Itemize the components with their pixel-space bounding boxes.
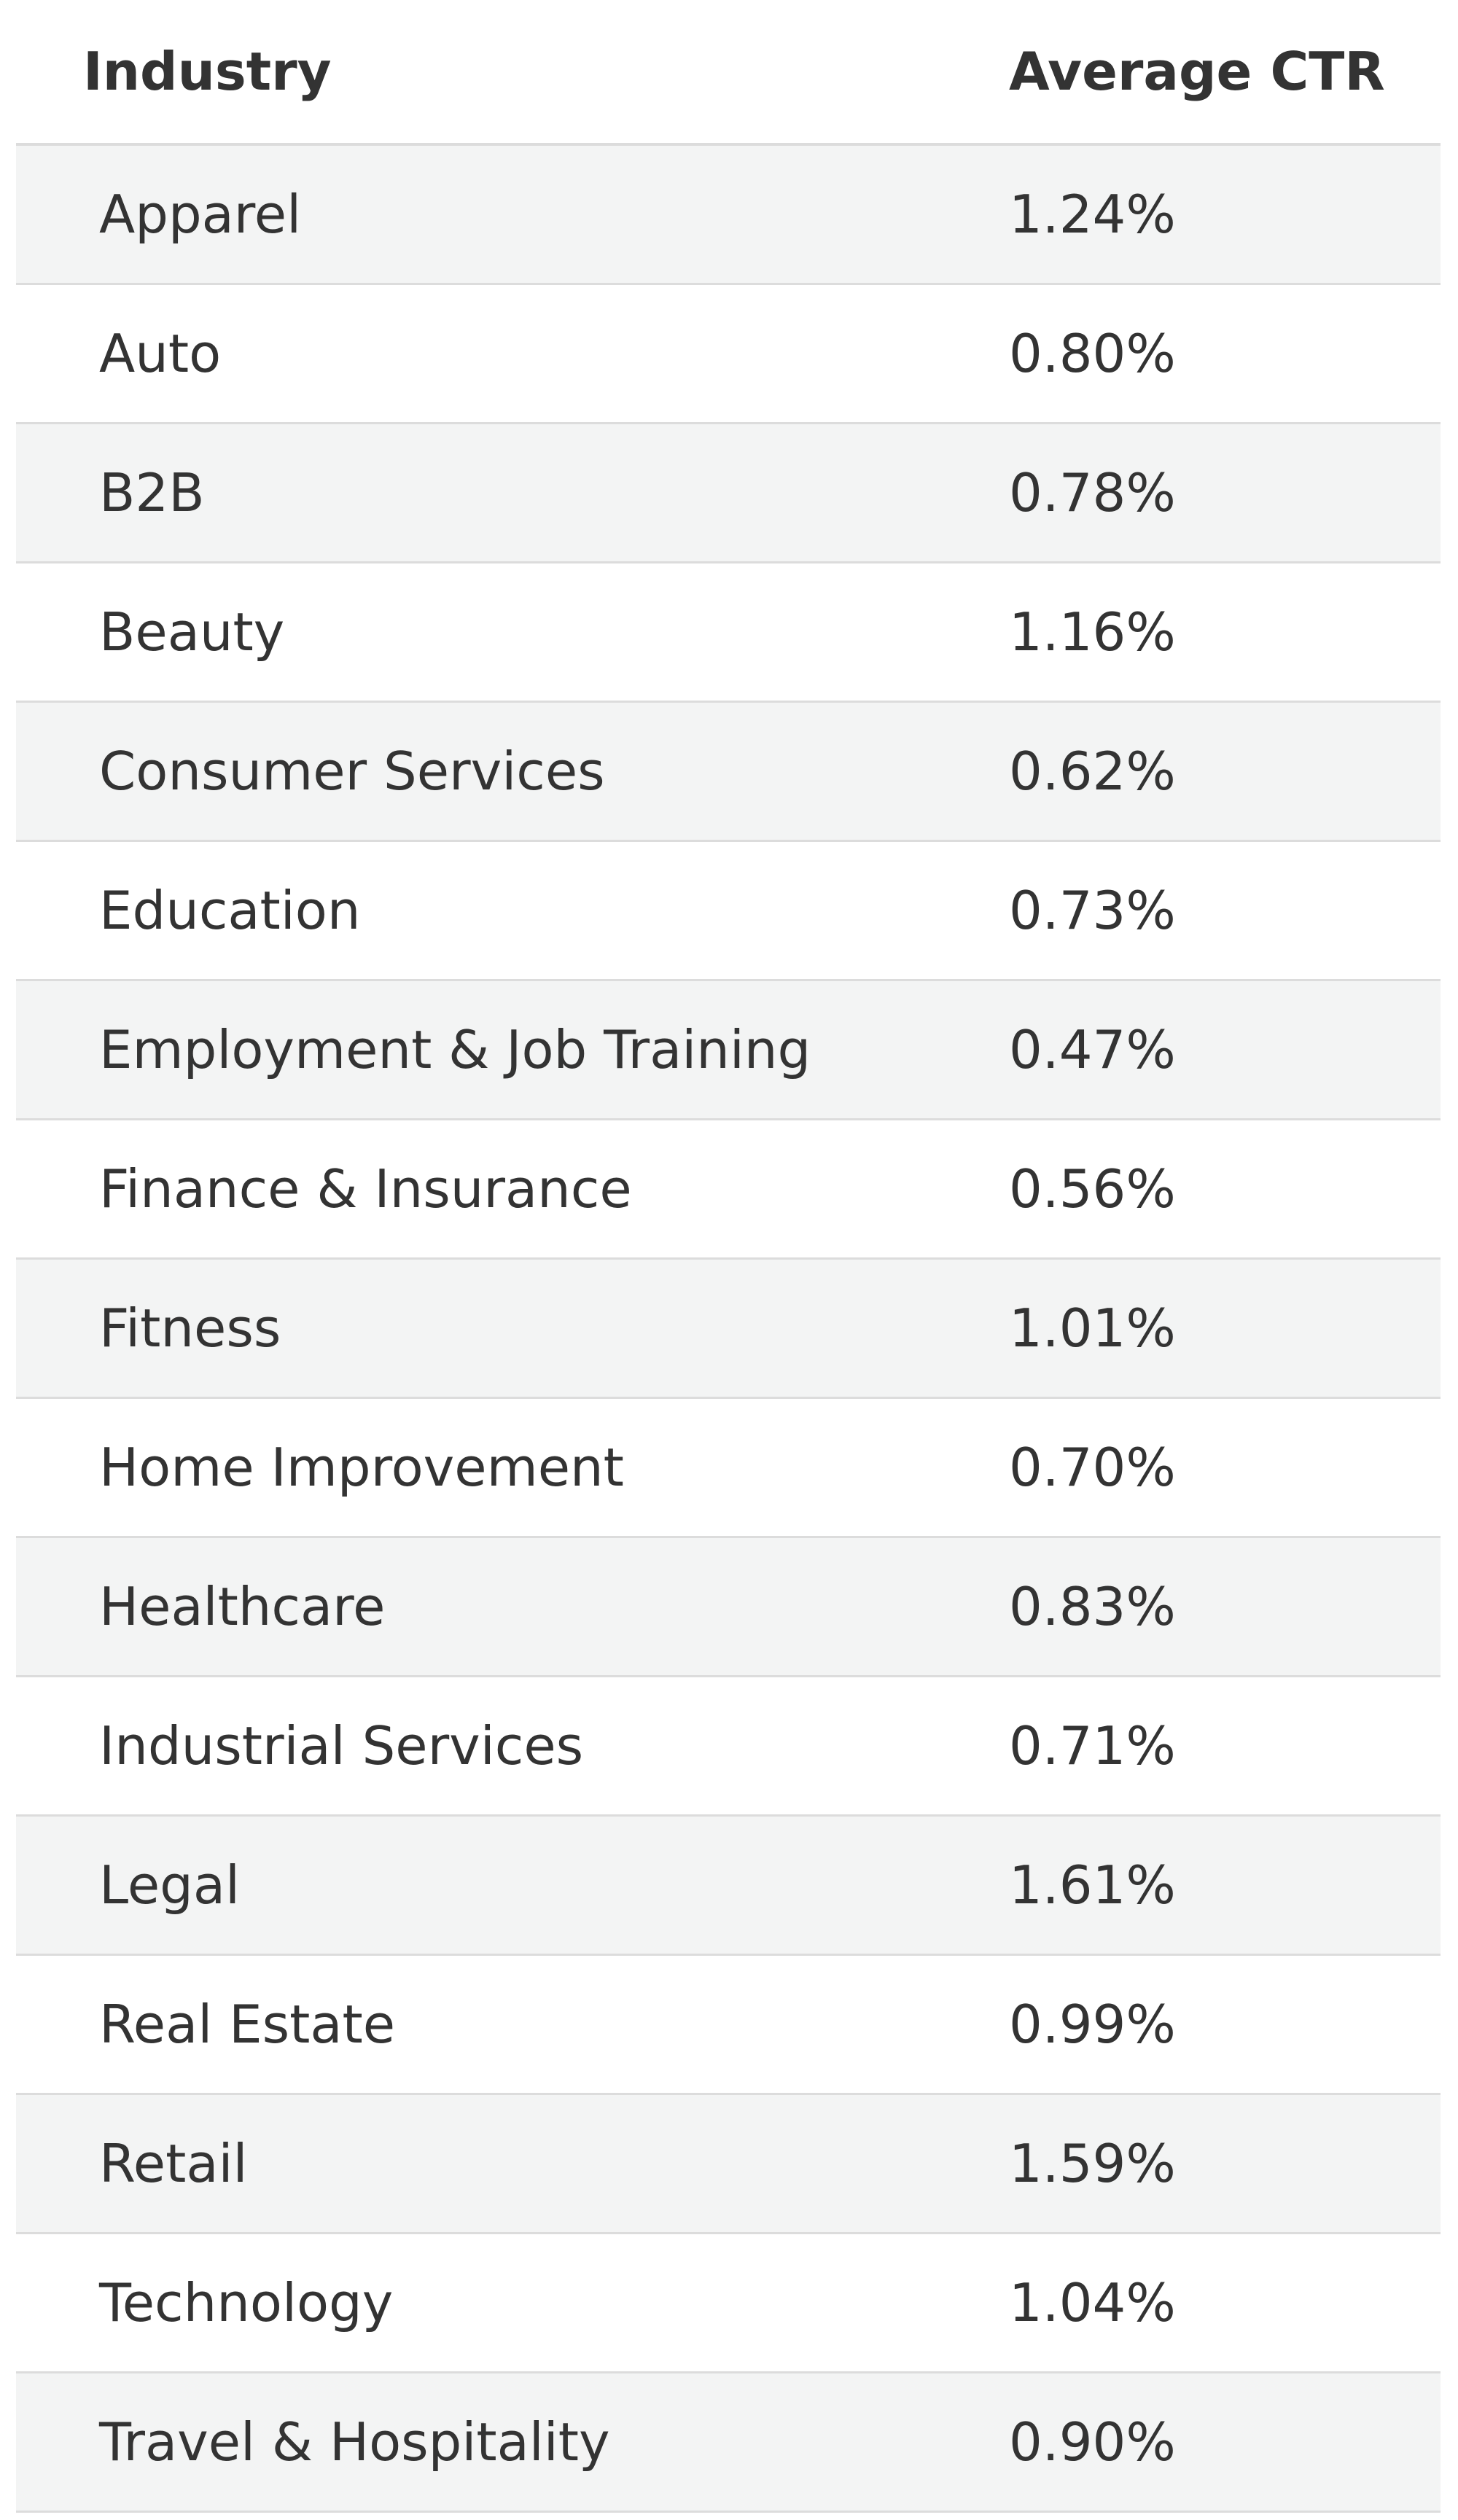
- header-cell: Industry: [16, 0, 1009, 146]
- industry-cell: Home Improvement: [16, 1397, 1009, 1538]
- ctr-cell: 0.90%: [1009, 2372, 1441, 2513]
- ctr-cell: 1.61%: [1009, 1815, 1441, 1956]
- industry-cell: Consumer Services: [16, 701, 1009, 842]
- table-row: Retail 1.59%: [16, 2094, 1441, 2234]
- table-row: Real Estate 0.99%: [16, 1954, 1441, 2095]
- industry-cell: Finance & Insurance: [16, 1119, 1009, 1260]
- industry-cell: Fitness: [16, 1258, 1009, 1399]
- ctr-cell: 1.16%: [1009, 562, 1441, 703]
- table-row: Legal 1.61%: [16, 1815, 1441, 1956]
- header-row: Industry Average CTR: [16, 0, 1441, 146]
- industry-cell: Education: [16, 840, 1009, 981]
- table-row: Technology 1.04%: [16, 2233, 1441, 2373]
- table-header: Industry Average CTR: [16, 0, 1441, 146]
- industry-cell: B2B: [16, 423, 1009, 563]
- table-row: Auto 0.80%: [16, 284, 1441, 424]
- industry-cell: Industrial Services: [16, 1676, 1009, 1817]
- ctr-cell: 0.99%: [1009, 1954, 1441, 2095]
- table-row: B2B 0.78%: [16, 423, 1441, 563]
- table-row: Employment & Job Training 0.47%: [16, 980, 1441, 1120]
- industry-cell: Healthcare: [16, 1537, 1009, 1677]
- industry-cell: Auto: [16, 284, 1009, 424]
- table-row: Apparel 1.24%: [16, 144, 1441, 285]
- ctr-cell: 0.56%: [1009, 1119, 1441, 1260]
- table-body: Apparel 1.24% Auto 0.80% B2B 0.78% Beauty 1.16%…: [16, 144, 1441, 2513]
- industry-cell: Beauty: [16, 562, 1009, 703]
- industry-cell: Legal: [16, 1815, 1009, 1956]
- table-row: Home Improvement 0.70%: [16, 1397, 1441, 1538]
- table-row: Beauty 1.16%: [16, 562, 1441, 703]
- industry-cell: Employment & Job Training: [16, 980, 1009, 1120]
- ctr-cell: 1.59%: [1009, 2094, 1441, 2234]
- table-row: Travel & Hospitality 0.90%: [16, 2372, 1441, 2513]
- table-row: Finance & Insurance 0.56%: [16, 1119, 1441, 1260]
- table-row: Consumer Services 0.62%: [16, 701, 1441, 842]
- ctr-cell: 1.04%: [1009, 2233, 1441, 2373]
- ctr-cell: 0.70%: [1009, 1397, 1441, 1538]
- industry-cell: Real Estate: [16, 1954, 1009, 2095]
- ctr-cell: 0.71%: [1009, 1676, 1441, 1817]
- ctr-cell: 0.78%: [1009, 423, 1441, 563]
- industry-cell: Retail: [16, 2094, 1009, 2234]
- table-row: Industrial Services 0.71%: [16, 1676, 1441, 1817]
- ctr-table: Industry Average CTR Apparel 1.24% Auto 0.8…: [16, 0, 1441, 2513]
- ctr-cell: 0.62%: [1009, 701, 1441, 842]
- table-row: Healthcare 0.83%: [16, 1537, 1441, 1677]
- table-row: Education 0.73%: [16, 840, 1441, 981]
- ctr-cell: 0.47%: [1009, 980, 1441, 1120]
- ctr-cell: 0.73%: [1009, 840, 1441, 981]
- table-row: Fitness 1.01%: [16, 1258, 1441, 1399]
- industry-cell: Travel & Hospitality: [16, 2372, 1009, 2513]
- header-cell: Average CTR: [1009, 0, 1441, 146]
- industry-cell: Apparel: [16, 144, 1009, 285]
- ctr-cell: 0.80%: [1009, 284, 1441, 424]
- ctr-cell: 0.83%: [1009, 1537, 1441, 1677]
- ctr-cell: 1.24%: [1009, 144, 1441, 285]
- ctr-cell: 1.01%: [1009, 1258, 1441, 1399]
- industry-cell: Technology: [16, 2233, 1009, 2373]
